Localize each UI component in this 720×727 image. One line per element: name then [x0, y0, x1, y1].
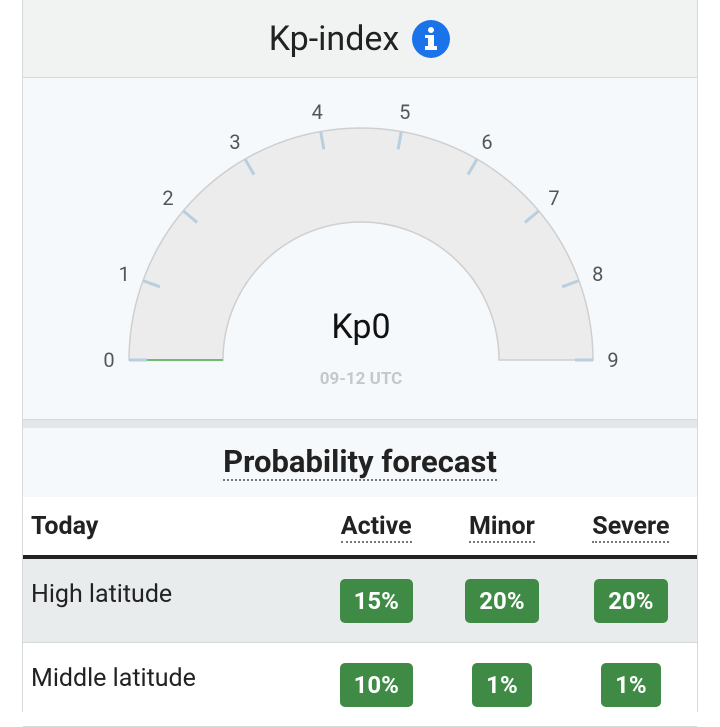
gauge-area: 0 1 2 3 4 5 6 7 8 9 Kp0 09-12 UTC	[23, 78, 697, 420]
forecast-row: High latitude 15% 20% 20%	[23, 557, 697, 643]
cell: 20%	[564, 557, 697, 643]
cell: 1%	[564, 642, 697, 727]
gauge-time: 09-12 UTC	[320, 369, 403, 389]
column-label: Severe	[592, 511, 670, 543]
cell: 15%	[313, 557, 440, 643]
kp-panel: Kp-index 0 1 2 3 4 5 6 7 8 9 Kp0 09-12 UTC Probabil…	[22, 0, 698, 727]
probability-badge: 20%	[465, 578, 539, 623]
forecast-table: Today Active Minor Severe High latitude 15% 20…	[23, 497, 697, 727]
header-row: Today Active Minor Severe	[23, 497, 697, 559]
forecast-title-bar: Probability forecast	[23, 428, 697, 497]
gauge-tick-label: 4	[312, 100, 323, 124]
page: Kp-index 0 1 2 3 4 5 6 7 8 9 Kp0 09-12 UTC Probabil…	[22, 0, 698, 727]
column-header: Active	[313, 497, 440, 559]
probability-badge: 20%	[594, 578, 668, 623]
gauge-label: Kp0	[331, 307, 390, 347]
column-label: Today	[31, 511, 99, 541]
column-header: Today	[23, 497, 314, 559]
gauge: 0 1 2 3 4 5 6 7 8 9 Kp0 09-12 UTC	[103, 100, 618, 389]
gauge-track	[128, 127, 594, 361]
forecast-title: Probability forecast	[223, 442, 497, 481]
forecast-row: Middle latitude 10% 1% 1%	[23, 642, 697, 727]
probability-badge: 1%	[601, 662, 661, 707]
header: Kp-index	[23, 0, 697, 78]
gauge-tick	[243, 158, 256, 176]
column-label: Active	[340, 511, 412, 543]
cell: Middle latitude	[23, 642, 314, 727]
cell: 1%	[439, 642, 565, 727]
column-header: Minor	[439, 497, 565, 559]
gauge-tick-label: 7	[548, 186, 559, 210]
gauge-tick-label: 2	[162, 186, 173, 210]
gauge-tick	[182, 209, 199, 224]
row-label: Middle latitude	[31, 663, 196, 693]
gauge-tick	[523, 209, 540, 224]
gauge-tick-label: 8	[592, 262, 603, 286]
info-icon[interactable]	[411, 19, 451, 59]
gauge-tick	[319, 131, 326, 150]
probability-badge: 10%	[339, 662, 413, 707]
row-label: High latitude	[31, 579, 173, 609]
cell: 10%	[313, 642, 440, 727]
probability-badge: 15%	[339, 578, 413, 623]
title: Kp-index	[268, 18, 400, 59]
gauge-tick	[561, 279, 580, 289]
column-header: Severe	[564, 497, 697, 559]
gauge-tick	[466, 158, 479, 176]
gauge-tick	[396, 131, 403, 150]
gauge-tick	[142, 279, 161, 289]
probability-badge: 1%	[472, 662, 532, 707]
column-label: Minor	[469, 511, 535, 543]
gauge-tick-label: 1	[119, 262, 130, 286]
cell: 20%	[439, 557, 565, 643]
gauge-tick-label: 6	[481, 130, 492, 154]
cell: High latitude	[23, 557, 314, 643]
gauge-tick-label: 9	[607, 348, 618, 372]
gauge-tick-label: 5	[399, 100, 410, 124]
gauge-tick-label: 0	[103, 348, 114, 372]
gauge-tick-label: 3	[229, 130, 240, 154]
